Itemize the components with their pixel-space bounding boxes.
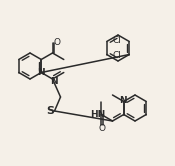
Text: N: N (37, 68, 45, 77)
Text: Cl: Cl (112, 51, 121, 60)
Text: HN: HN (91, 110, 106, 119)
Text: O: O (53, 38, 60, 46)
Text: O: O (99, 124, 106, 133)
Text: S: S (47, 106, 55, 116)
Text: N: N (50, 77, 57, 85)
Text: Cl: Cl (112, 36, 121, 45)
Text: N: N (119, 96, 127, 105)
